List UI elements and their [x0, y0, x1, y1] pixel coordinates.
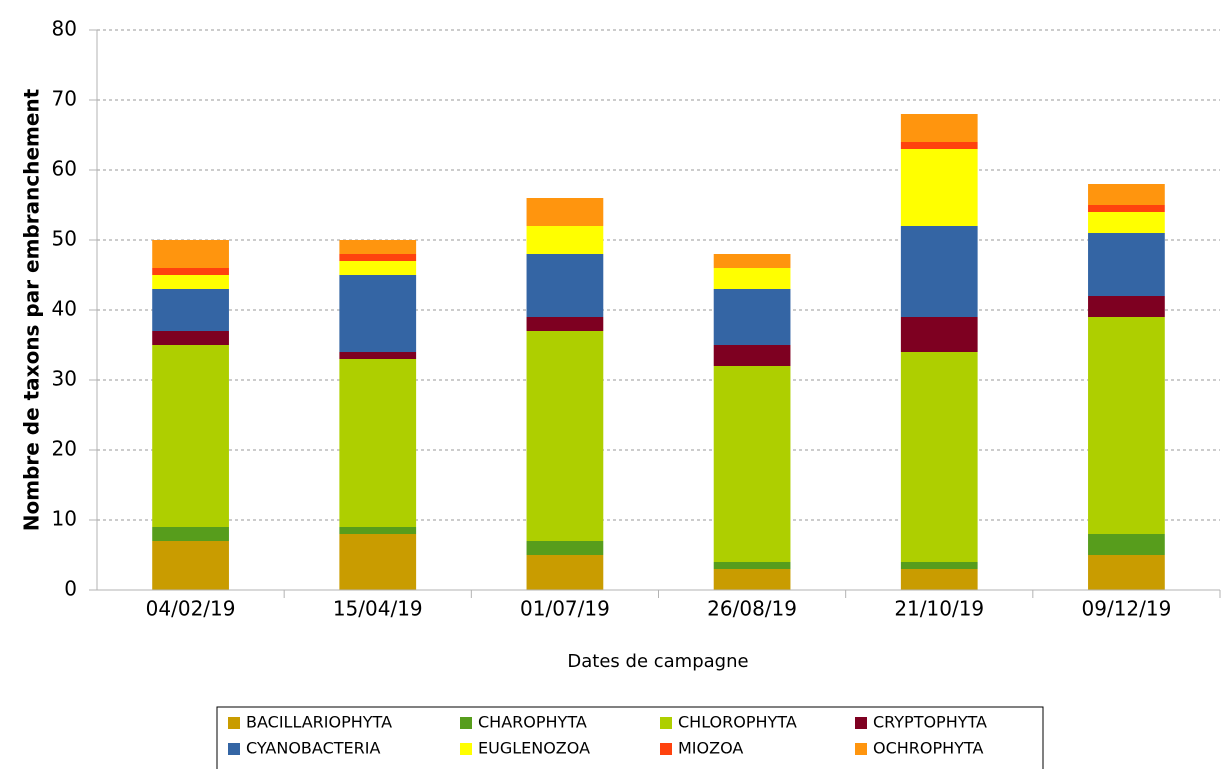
- legend-swatch: [460, 743, 472, 755]
- y-tick-label: 60: [52, 157, 77, 181]
- y-tick-label: 0: [64, 577, 77, 601]
- bar-segment: [900, 226, 978, 317]
- y-axis-label: Nombre de taxons par embranchement: [20, 88, 44, 531]
- bar-segment: [526, 331, 604, 541]
- bar-segment: [713, 268, 791, 289]
- bar-segment: [526, 541, 604, 555]
- x-tick-label: 26/08/19: [707, 597, 797, 621]
- bar-segment: [339, 240, 417, 254]
- legend-label: MIOZOA: [678, 739, 743, 758]
- legend-box: [216, 706, 1044, 769]
- bar-segment: [152, 331, 229, 345]
- y-tick-label: 80: [52, 17, 77, 41]
- x-axis-label: Dates de campagne: [567, 651, 748, 672]
- legend-label: OCHROPHYTA: [873, 739, 983, 758]
- bar-segment: [152, 240, 229, 268]
- bar-segment: [339, 352, 417, 359]
- legend-swatch: [460, 717, 472, 729]
- bar-segment: [713, 366, 791, 562]
- bar-segment: [1088, 555, 1165, 590]
- bar-segment: [339, 261, 417, 275]
- y-tick-label: 30: [52, 367, 77, 391]
- bar-segment: [526, 198, 604, 226]
- bar-segment: [1088, 296, 1165, 317]
- legend-swatch: [228, 743, 240, 755]
- bar-segment: [713, 289, 791, 345]
- legend-label: CYANOBACTERIA: [246, 739, 380, 758]
- legend-swatch: [855, 743, 867, 755]
- x-tick-label: 09/12/19: [1082, 597, 1172, 621]
- x-tick-label: 04/02/19: [146, 597, 236, 621]
- bar-segment: [1088, 205, 1165, 212]
- bar-segment: [900, 569, 978, 590]
- legend-swatch: [228, 717, 240, 729]
- y-tick-label: 20: [52, 437, 77, 461]
- bar-segment: [900, 142, 978, 149]
- bar-segment: [152, 268, 229, 275]
- legend-swatch: [660, 717, 672, 729]
- bar-segment: [900, 114, 978, 142]
- bar-segment: [1088, 233, 1165, 296]
- bar-segment: [713, 569, 791, 590]
- y-tick-label: 70: [52, 87, 77, 111]
- legend-swatch: [660, 743, 672, 755]
- x-tick-label: 01/07/19: [520, 597, 610, 621]
- bar-segment: [900, 352, 978, 562]
- bar-segment: [339, 534, 417, 590]
- bar-segment: [1088, 534, 1165, 555]
- bar-segment: [526, 317, 604, 331]
- bar-segment: [339, 254, 417, 261]
- bar-segment: [526, 226, 604, 254]
- bar-segment: [339, 359, 417, 527]
- legend-label: EUGLENOZOA: [478, 739, 590, 758]
- legend-label: CHLOROPHYTA: [678, 713, 797, 732]
- bar-segment: [526, 254, 604, 317]
- bar-segment: [152, 275, 229, 289]
- legend-label: CHAROPHYTA: [478, 713, 587, 732]
- bar-segment: [1088, 317, 1165, 534]
- x-tick-label: 21/10/19: [894, 597, 984, 621]
- bar-segment: [526, 555, 604, 590]
- bar-segment: [152, 289, 229, 331]
- bar-segment: [339, 527, 417, 534]
- y-tick-label: 10: [52, 507, 77, 531]
- bar-segment: [152, 541, 229, 590]
- bar-segment: [152, 527, 229, 541]
- legend-label: BACILLARIOPHYTA: [246, 713, 392, 732]
- x-tick-label: 15/04/19: [333, 597, 423, 621]
- bar-segment: [1088, 184, 1165, 205]
- bar-segment: [713, 254, 791, 268]
- bar-segment: [713, 345, 791, 366]
- bar-segment: [1088, 212, 1165, 233]
- bar-segment: [152, 345, 229, 527]
- legend-swatch: [855, 717, 867, 729]
- bar-segment: [339, 275, 417, 352]
- bar-segment: [713, 562, 791, 569]
- bar-segment: [900, 317, 978, 352]
- bar-segment: [900, 562, 978, 569]
- bar-segment: [900, 149, 978, 226]
- y-tick-label: 40: [52, 297, 77, 321]
- legend-label: CRYPTOPHYTA: [873, 713, 987, 732]
- y-tick-label: 50: [52, 227, 77, 251]
